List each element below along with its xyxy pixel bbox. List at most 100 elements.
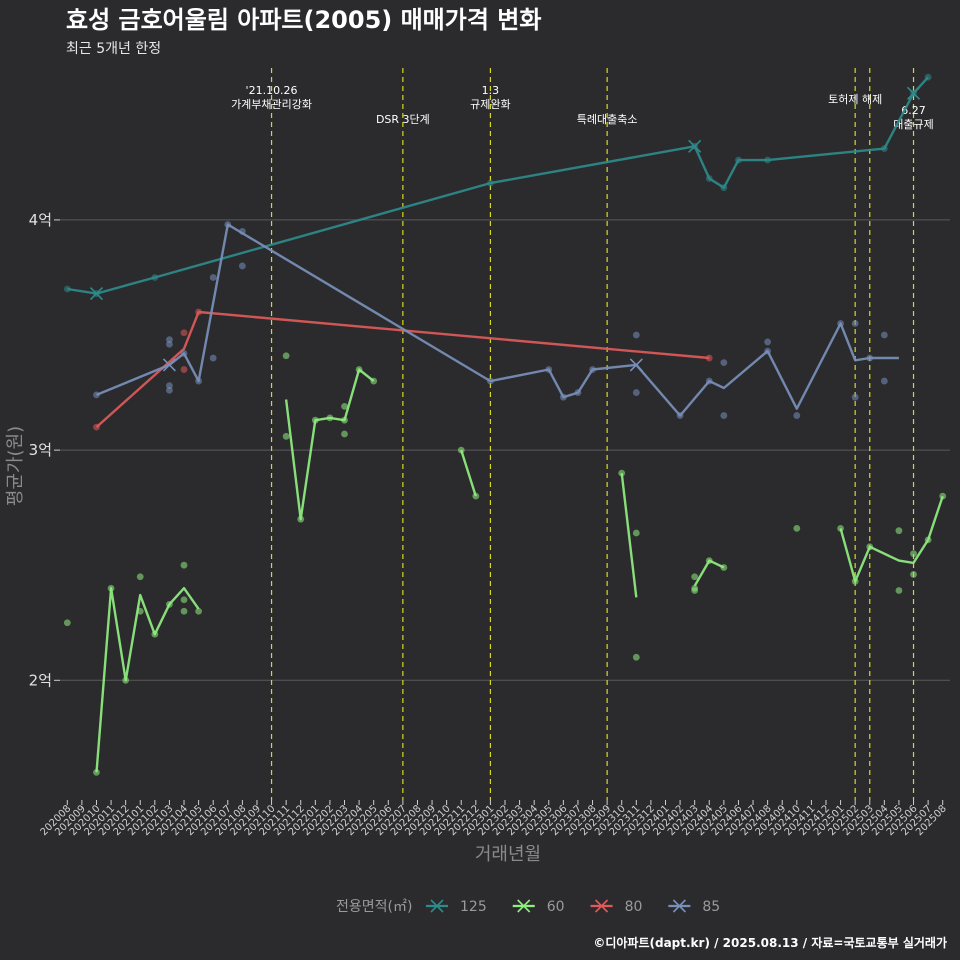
data-point-85 (93, 391, 100, 399)
data-point-60 (705, 557, 713, 565)
legend-swatch-cross (594, 899, 609, 913)
data-point-60 (180, 607, 188, 615)
data-point-85 (837, 320, 844, 327)
data-point-85 (764, 338, 772, 346)
data-point-60 (180, 596, 188, 604)
data-point-60 (370, 377, 378, 385)
data-point-85 (545, 366, 553, 373)
data-point-125 (880, 145, 888, 152)
data-point-85 (166, 386, 173, 394)
data-point-60 (691, 587, 699, 594)
data-point-60 (311, 416, 319, 424)
data-point-60 (910, 550, 917, 558)
data-point-60 (282, 432, 290, 440)
data-point-60 (151, 630, 159, 638)
y-gridlines (60, 219, 950, 681)
data-point-125 (705, 175, 713, 182)
cross-marker-85 (629, 358, 643, 372)
data-point-60 (851, 577, 859, 585)
data-point-80 (180, 366, 188, 373)
data-point-80 (180, 329, 188, 337)
chart-title: 효성 금호어울림 아파트(2005) 매매가격 변화 (66, 6, 541, 34)
source-caption: ©디아파트(dapt.kr) / 2025.08.13 / 자료=국토교통부 실… (593, 935, 947, 950)
legend-title: 전용면적(㎡) (336, 899, 412, 915)
data-point-60 (910, 571, 917, 578)
series-line-85 (96, 223, 899, 417)
data-point-85 (209, 354, 217, 362)
data-point-60 (618, 469, 626, 477)
data-point-60 (282, 352, 290, 360)
data-point-60 (472, 492, 480, 500)
data-point-60 (355, 366, 363, 373)
data-point-85 (705, 377, 713, 385)
data-point-85 (720, 412, 728, 419)
cross-marker-125 (89, 287, 104, 301)
cross-marker-125 (688, 139, 702, 153)
series-line-80 (95, 310, 710, 428)
data-point-60 (180, 561, 188, 569)
data-point-85 (238, 228, 246, 235)
data-point-85 (632, 331, 640, 339)
series-points (63, 73, 947, 776)
data-point-60 (93, 768, 100, 776)
legend-swatch-cross (517, 899, 531, 913)
data-point-85 (238, 262, 246, 270)
series-lines (67, 76, 944, 773)
data-point-60 (691, 573, 699, 581)
data-point-85 (851, 320, 859, 327)
series-line-125 (67, 76, 929, 295)
data-point-60 (457, 446, 465, 454)
data-point-85 (559, 393, 567, 401)
data-point-60 (166, 600, 173, 608)
y-axis-ticks: 2억 3억 4억 (29, 211, 60, 689)
data-point-85 (880, 331, 888, 339)
cross-marker-85 (162, 358, 176, 372)
data-point-60 (720, 564, 728, 571)
data-point-60 (895, 527, 903, 535)
legend-label: 80 (625, 899, 643, 915)
y-tick-label: 2억 (29, 671, 52, 689)
data-point-125 (764, 156, 772, 164)
data-point-60 (632, 653, 640, 661)
legend-label: 85 (702, 899, 720, 915)
data-point-60 (122, 676, 130, 684)
series-line-60 (95, 587, 200, 773)
data-point-85 (851, 393, 859, 401)
data-point-85 (166, 340, 173, 348)
data-point-85 (209, 274, 217, 281)
data-point-60 (939, 492, 947, 500)
data-point-125 (487, 179, 494, 187)
data-point-60 (326, 414, 334, 422)
series-line-60 (620, 472, 638, 598)
data-point-60 (341, 416, 348, 424)
data-point-60 (341, 430, 348, 438)
data-point-125 (924, 73, 932, 81)
data-point-85 (589, 366, 596, 373)
event-label: 토허제 해제 (828, 92, 882, 106)
series-line-60 (460, 449, 477, 497)
data-point-85 (793, 412, 801, 419)
data-point-80 (93, 423, 100, 431)
data-point-85 (866, 354, 874, 362)
data-point-125 (720, 184, 728, 192)
data-point-60 (924, 536, 932, 544)
data-point-85 (676, 412, 684, 419)
data-point-60 (793, 524, 801, 532)
data-point-85 (487, 377, 494, 385)
data-point-85 (764, 347, 772, 355)
data-point-80 (705, 354, 713, 362)
data-point-85 (224, 221, 232, 228)
data-point-125 (63, 285, 71, 293)
series-line-60 (693, 559, 725, 587)
data-point-85 (720, 359, 728, 367)
data-point-85 (632, 389, 640, 396)
legend: 전용면적(㎡) 125 60 80 85 (336, 899, 720, 915)
event-label: 1.3 (482, 84, 500, 97)
data-point-85 (574, 389, 582, 396)
y-axis-title: 평균가(원) (5, 426, 26, 506)
event-label: 가계부채관리강화 (231, 98, 312, 111)
data-point-60 (107, 584, 115, 592)
data-point-60 (195, 607, 203, 615)
